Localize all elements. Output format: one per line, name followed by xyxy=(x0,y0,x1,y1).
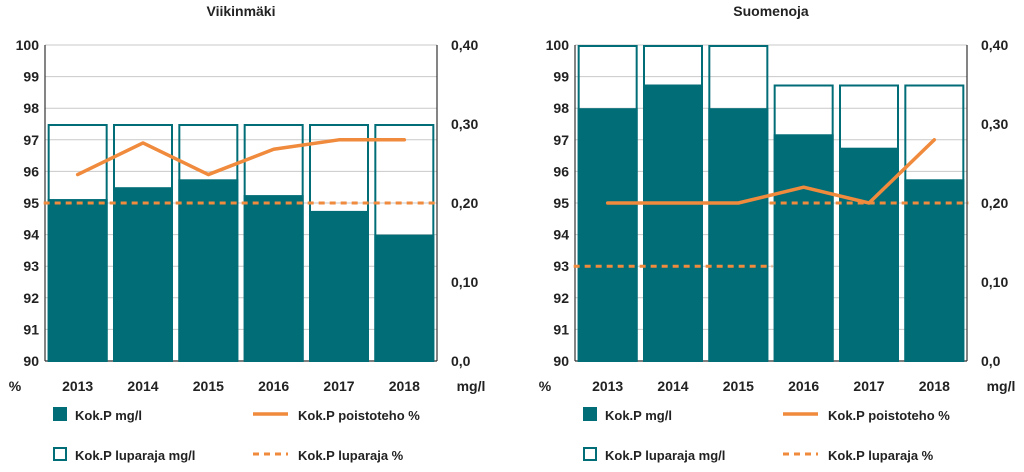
bar-limit-outline xyxy=(839,84,899,362)
bar-value xyxy=(904,179,965,361)
legend-limit-bar-label: Kok.P luparaja mg/l xyxy=(605,448,725,463)
right-axis-unit: mg/l xyxy=(457,378,486,394)
left-tick-label: 99 xyxy=(23,69,39,85)
x-tick-label: 2018 xyxy=(919,378,950,394)
legend-bar-swatch xyxy=(583,407,597,421)
right-tick-label: 0,10 xyxy=(451,274,478,290)
left-tick-label: 97 xyxy=(553,132,569,148)
legend-bar-swatch xyxy=(53,407,67,421)
left-tick-label: 95 xyxy=(23,195,39,211)
left-tick-label: 99 xyxy=(553,69,569,85)
right-tick-label: 0,0 xyxy=(981,353,1001,369)
left-tick-label: 96 xyxy=(553,163,569,179)
right-tick-label: 0,20 xyxy=(981,195,1008,211)
left-axis-unit: % xyxy=(539,378,552,394)
bar-limit-outline xyxy=(243,124,304,362)
legend: Kok.P mg/l Kok.P poistoteho % Kok.P lupara… xyxy=(53,407,420,463)
left-tick-label: 92 xyxy=(553,290,569,306)
left-tick-label: 93 xyxy=(553,258,569,274)
bar-value xyxy=(773,134,834,361)
x-tick-label: 2014 xyxy=(657,378,688,394)
legend-line-label: Kok.P poistoteho % xyxy=(298,408,420,423)
left-tick-label: 92 xyxy=(23,290,39,306)
bar-value xyxy=(178,179,239,361)
bar-limit-outline xyxy=(773,84,834,362)
legend-limit-bar-swatch xyxy=(53,447,67,461)
bar-value xyxy=(577,108,638,361)
left-tick-label: 100 xyxy=(546,37,570,53)
left-tick-label: 97 xyxy=(23,132,39,148)
legend-line-label: Kok.P poistoteho % xyxy=(828,408,950,423)
left-tick-label: 94 xyxy=(553,227,569,243)
left-tick-label: 96 xyxy=(23,163,39,179)
left-tick-label: 91 xyxy=(23,321,39,337)
right-tick-label: 0,20 xyxy=(451,195,478,211)
left-tick-label: 94 xyxy=(23,227,39,243)
left-tick-label: 98 xyxy=(553,100,569,116)
legend: Kok.P mg/l Kok.P poistoteho % Kok.P lupara… xyxy=(583,407,950,463)
left-tick-label: 100 xyxy=(16,37,40,53)
x-tick-label: 2015 xyxy=(723,378,754,394)
x-tick-label: 2018 xyxy=(389,378,420,394)
bar-limit-outline xyxy=(309,124,369,362)
left-tick-label: 91 xyxy=(553,321,569,337)
bar-limit-outline xyxy=(178,124,239,362)
chart-viikinmäki: Viikinmäki 90 91 92 93 94 95 96 97 98 99 100 0,0 0,10… xyxy=(9,3,486,463)
right-axis-unit: mg/l xyxy=(987,378,1016,394)
bar-value xyxy=(643,84,703,361)
chart-suomenoja: Suomenoja 90 91 92 93 94 95 96 97 98 99 100 0,0 0,10 0… xyxy=(539,3,1016,463)
chart-title: Suomenoja xyxy=(733,3,809,19)
right-tick-label: 0,0 xyxy=(451,353,471,369)
bar-limit-outline xyxy=(47,124,108,362)
bar-value xyxy=(374,234,435,361)
bar-limit-outline xyxy=(904,84,965,362)
left-tick-label: 90 xyxy=(553,353,569,369)
bar-value xyxy=(839,147,899,361)
legend-bar-label: Kok.P mg/l xyxy=(605,408,672,423)
removal-efficiency-line xyxy=(605,138,937,205)
chart-title: Viikinmäki xyxy=(206,3,275,19)
bar-value xyxy=(708,108,769,361)
x-tick-label: 2017 xyxy=(323,378,354,394)
left-tick-label: 93 xyxy=(23,258,39,274)
bar-value xyxy=(243,195,304,361)
x-tick-label: 2013 xyxy=(592,378,623,394)
right-tick-label: 0,10 xyxy=(981,274,1008,290)
left-tick-label: 98 xyxy=(23,100,39,116)
legend-limit-bar-swatch xyxy=(583,447,597,461)
bar-value xyxy=(47,199,108,361)
bar-value xyxy=(113,187,173,361)
left-tick-label: 95 xyxy=(553,195,569,211)
legend-bar-label: Kok.P mg/l xyxy=(75,408,142,423)
bar-limit-outline xyxy=(374,124,435,362)
legend-limit-line-label: Kok.P luparaja % xyxy=(298,448,404,463)
bar-value xyxy=(309,210,369,361)
right-tick-label: 0,40 xyxy=(981,37,1008,53)
legend-limit-bar-label: Kok.P luparaja mg/l xyxy=(75,448,195,463)
x-tick-label: 2014 xyxy=(127,378,158,394)
removal-efficiency-line xyxy=(75,138,407,177)
x-tick-label: 2016 xyxy=(788,378,819,394)
bar-limit-outline xyxy=(113,124,173,362)
right-tick-label: 0,30 xyxy=(451,116,478,132)
x-tick-label: 2015 xyxy=(193,378,224,394)
right-tick-label: 0,30 xyxy=(981,116,1008,132)
x-tick-label: 2013 xyxy=(62,378,93,394)
legend-limit-line-label: Kok.P luparaja % xyxy=(828,448,934,463)
x-tick-label: 2016 xyxy=(258,378,289,394)
right-tick-label: 0,40 xyxy=(451,37,478,53)
left-axis-unit: % xyxy=(9,378,22,394)
x-tick-label: 2017 xyxy=(853,378,884,394)
left-tick-label: 90 xyxy=(23,353,39,369)
